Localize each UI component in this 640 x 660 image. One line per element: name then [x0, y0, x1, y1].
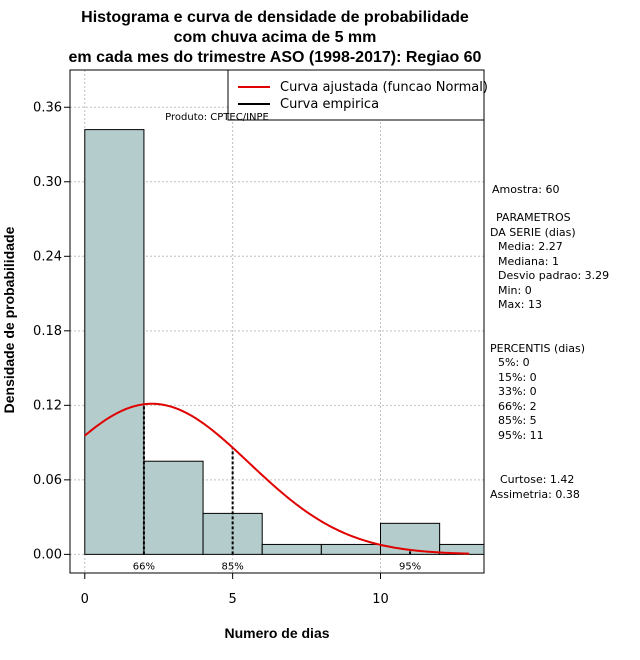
x-tick-label: 0 [81, 592, 89, 607]
y-tick-label: 0.00 [33, 547, 62, 562]
histogram-bar [143, 460, 204, 555]
histogram-bar [320, 543, 382, 555]
stat-p66: 66%: 2 [498, 400, 537, 413]
stat-desvio: Desvio padrao: 3.29 [498, 269, 609, 282]
x-axis-label: Numero de dias [224, 625, 329, 641]
legend-box [227, 69, 485, 121]
stat-mediana: Mediana: 1 [498, 255, 559, 268]
y-tick-label: 0.18 [33, 324, 62, 339]
percentile-lines: 66% 85% 95% [133, 404, 421, 572]
stat-media: Media: 2.27 [498, 240, 563, 253]
stat-p95: 95%: 11 [498, 429, 544, 442]
legend: Curva ajustada (funcao Normal) Curva emp… [227, 69, 488, 121]
y-tick-label: 0.36 [33, 100, 62, 115]
stat-sample: Amostra: 60 [492, 183, 559, 196]
stat-p5: 5%: 0 [498, 356, 530, 369]
y-axis: 0.00 0.06 0.12 0.18 0.24 0.30 0.36 [33, 100, 70, 562]
histogram-bars [84, 129, 484, 555]
stat-params-title-2: DA SERIE (dias) [490, 226, 576, 239]
histogram-bar [84, 129, 145, 555]
chart-title-line-2: com chuva acima de 5 mm [174, 29, 377, 46]
legend-label-empirical: Curva empirica [280, 97, 379, 112]
chart-title-line-1: Histograma e curva de densidade de proba… [81, 9, 469, 26]
normal-fit-curve [84, 402, 470, 555]
y-axis-label: Densidade de probabilidade [1, 226, 17, 413]
stat-percentis-title: PERCENTIS (dias) [490, 342, 585, 355]
x-tick-label: 5 [229, 592, 237, 607]
stats-panel: Amostra: 60 PARAMETROS DA SERIE (dias) M… [490, 183, 609, 501]
stat-max: Max: 13 [498, 298, 542, 311]
stat-curtose: Curtose: 1.42 [500, 473, 574, 486]
stat-p15: 15%: 0 [498, 371, 537, 384]
stat-assimetria: Assimetria: 0.38 [490, 488, 580, 501]
legend-label-fitted: Curva ajustada (funcao Normal) [280, 80, 488, 95]
y-tick-label: 0.12 [33, 398, 62, 413]
y-tick-label: 0.06 [33, 473, 62, 488]
percentile-label: 66% [133, 561, 155, 572]
y-tick-label: 0.30 [33, 175, 62, 190]
product-label: Produto: CPTEC/INPE [165, 112, 269, 123]
x-axis: 0 5 10 [81, 573, 389, 607]
stat-min: Min: 0 [498, 284, 532, 297]
percentile-label: 95% [399, 561, 421, 572]
histogram-bar [439, 543, 484, 555]
chart-title-line-3: em cada mes do trimestre ASO (1998-2017)… [69, 49, 482, 66]
stat-params-title-1: PARAMETROS [496, 211, 571, 224]
histogram-bar [261, 543, 322, 555]
percentile-label: 85% [222, 561, 244, 572]
x-tick-label: 10 [372, 592, 389, 607]
y-tick-label: 0.24 [33, 249, 62, 264]
stat-p85: 85%: 5 [498, 414, 537, 427]
stat-p33: 33%: 0 [498, 385, 537, 398]
